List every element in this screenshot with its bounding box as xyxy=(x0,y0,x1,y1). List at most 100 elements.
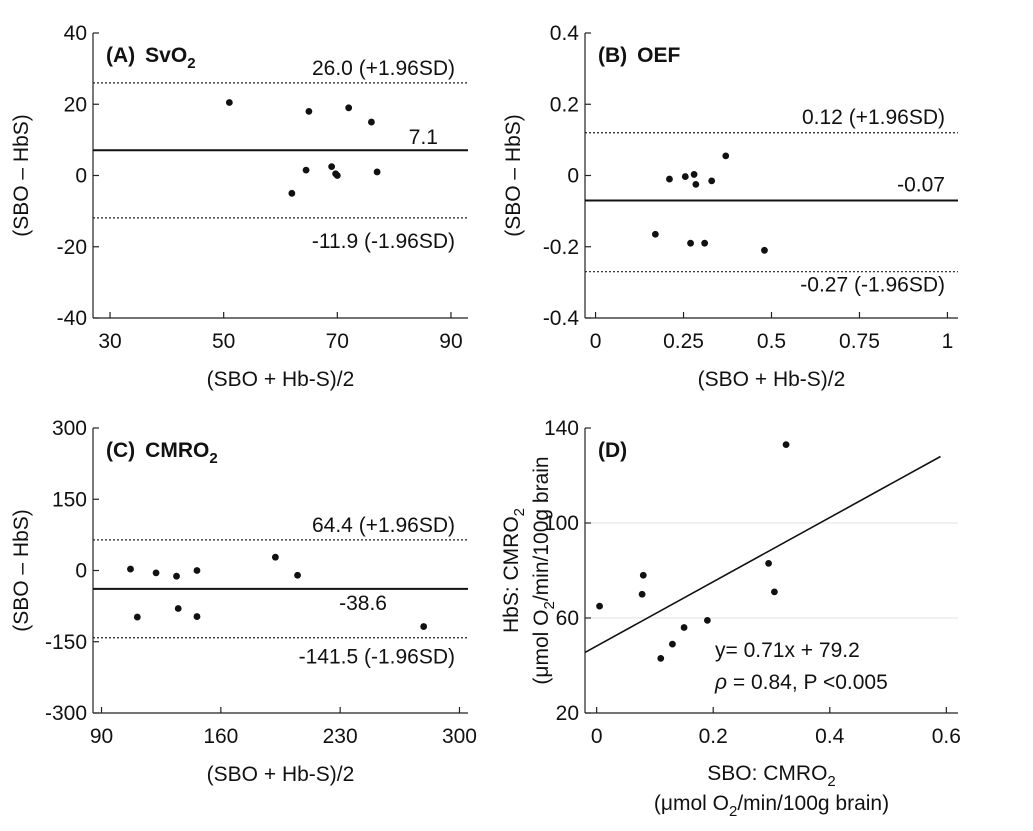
y-tick-label: 150 xyxy=(52,488,87,511)
data-point xyxy=(173,572,180,580)
x-tick-label: 50 xyxy=(212,330,235,353)
panel-title: (A) SvO2 xyxy=(106,44,196,72)
y-tick-label: 40 xyxy=(64,22,87,45)
x-tick-label: 0.2 xyxy=(699,725,728,748)
y-tick-label: -150 xyxy=(45,631,87,654)
y-axis-label: (SBO – HbS) xyxy=(502,114,525,237)
y-tick-label: 20 xyxy=(556,702,579,725)
data-point xyxy=(288,189,296,197)
data-point xyxy=(651,230,659,238)
x-axis-label-line1: SBO: CMRO2 xyxy=(707,762,836,790)
x-tick-label: 90 xyxy=(90,725,113,748)
x-tick-label: 1 xyxy=(942,330,954,353)
panel-title: (C) CMRO2 xyxy=(106,439,218,467)
stats-label: ρ = 0.84, P <0.005 xyxy=(714,671,888,694)
y-tick-label: 140 xyxy=(544,417,579,440)
x-tick-label: 0.6 xyxy=(932,725,961,748)
panel-B: 0 0.25 0.5 0.75 1 -0.4 -0.2 0 0.2 0.4 (B) OEF 0.12 (… xyxy=(502,22,958,391)
data-point xyxy=(127,565,134,573)
data-point xyxy=(666,175,673,183)
lower-loa-label: -11.9 (-1.96SD) xyxy=(312,230,455,253)
x-tick-label: 230 xyxy=(323,725,358,748)
x-tick-label: 0 xyxy=(591,725,603,748)
data-point xyxy=(657,654,665,662)
y-tick-label: 300 xyxy=(52,417,87,440)
data-point xyxy=(420,623,428,630)
x-tick-label: 0.25 xyxy=(663,330,704,353)
data-point xyxy=(333,172,341,179)
data-point xyxy=(687,239,694,247)
y-tick-label: -40 xyxy=(57,307,87,330)
y-tick-label: 0.4 xyxy=(550,22,580,45)
panel-A: 30 50 70 90 -40 -20 0 20 40 (A) SvO2 26.0 (+1.96SD)… xyxy=(10,22,468,391)
data-point xyxy=(225,99,233,106)
data-point xyxy=(782,441,790,449)
y-axis-label: (SBO – HbS) xyxy=(10,509,33,632)
y-tick-label: 0 xyxy=(75,560,87,583)
y-tick-label: -20 xyxy=(57,236,87,259)
mean-label: -0.07 xyxy=(897,173,945,196)
data-point xyxy=(690,171,698,178)
x-axis-label: (SBO + Hb-S)/2 xyxy=(698,368,846,391)
data-point xyxy=(596,602,603,610)
data-point xyxy=(193,613,201,620)
x-axis-label: (SBO + Hb-S)/2 xyxy=(207,763,355,786)
data-point xyxy=(345,104,353,112)
x-tick-label: 90 xyxy=(439,330,462,353)
y-tick-label: 20 xyxy=(64,93,87,116)
data-point xyxy=(771,588,778,596)
y-tick-label: 60 xyxy=(556,607,579,630)
data-point xyxy=(708,177,716,185)
data-point xyxy=(373,168,381,176)
data-point xyxy=(669,640,676,648)
y-tick-label: 100 xyxy=(544,512,579,535)
data-point xyxy=(761,246,768,254)
equation-label: y= 0.71x + 79.2 xyxy=(715,639,860,662)
x-axis-label: (SBO + Hb-S)/2 xyxy=(207,368,355,391)
data-point xyxy=(722,152,730,160)
data-point xyxy=(703,616,711,624)
upper-loa-label: 26.0 (+1.96SD) xyxy=(312,57,455,80)
data-point xyxy=(152,569,160,577)
data-point xyxy=(193,567,201,574)
y-tick-label: 0 xyxy=(75,165,87,188)
y-tick-label: -0.4 xyxy=(543,307,580,330)
x-tick-label: 0.5 xyxy=(757,330,786,353)
x-tick-label: 0.4 xyxy=(815,725,845,748)
panel-title: (D) xyxy=(598,439,627,462)
panel-title: (B) OEF xyxy=(598,44,680,67)
y-tick-label: 0.2 xyxy=(550,93,579,116)
data-point xyxy=(639,571,647,579)
x-tick-label: 30 xyxy=(98,330,121,353)
data-point xyxy=(302,166,310,174)
data-point xyxy=(368,118,375,126)
x-tick-label: 0 xyxy=(590,330,602,353)
lower-loa-label: -141.5 (-1.96SD) xyxy=(299,646,455,669)
data-point xyxy=(305,107,313,115)
y-axis-label-line2: (μmol O2/min/100g brain xyxy=(530,456,558,684)
data-point xyxy=(692,181,700,188)
x-axis-label-line2: (μmol O2/min/100g brain) xyxy=(654,792,889,820)
x-tick-label: 300 xyxy=(442,725,477,748)
y-tick-label: -0.2 xyxy=(543,236,579,259)
y-axis-label-line1: HbS: CMRO2 xyxy=(500,508,528,633)
lower-loa-label: -0.27 (-1.96SD) xyxy=(800,274,945,297)
regression-line xyxy=(584,455,941,654)
upper-loa-label: 0.12 (+1.96SD) xyxy=(802,106,945,129)
panel-C: 90 160 230 300 -300 -150 0 150 300 (C) CMRO2 64.4 (… xyxy=(10,417,477,786)
data-point xyxy=(328,163,336,170)
data-point xyxy=(765,559,772,567)
data-point xyxy=(638,590,646,598)
x-tick-label: 160 xyxy=(203,725,238,748)
y-tick-label: 0 xyxy=(567,165,579,188)
data-point xyxy=(174,605,182,612)
mean-label: 7.1 xyxy=(409,126,438,149)
upper-loa-label: 64.4 (+1.96SD) xyxy=(312,514,455,537)
data-point xyxy=(133,613,141,621)
x-tick-label: 0.75 xyxy=(839,330,880,353)
data-point xyxy=(680,624,688,631)
data-point xyxy=(271,553,279,561)
panel-D: 0 0.2 0.4 0.6 20 60 100 140 (D) y= 0.71x + 79.2 ρ … xyxy=(500,417,961,820)
y-axis-label: (SBO – HbS) xyxy=(10,114,33,237)
